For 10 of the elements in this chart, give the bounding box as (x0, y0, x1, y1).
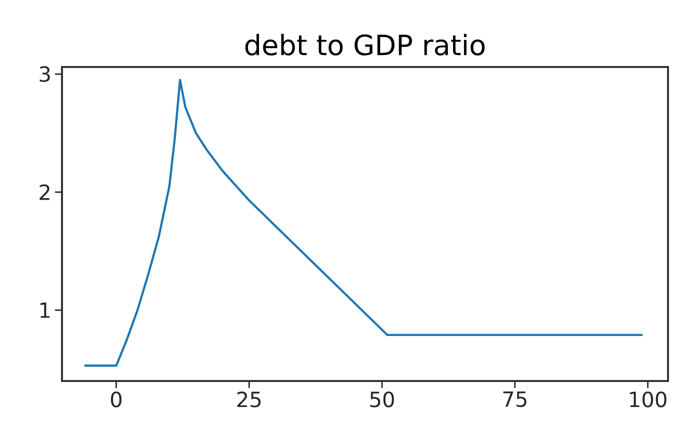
x-tick-label: 50 (370, 392, 394, 408)
x-tick-label: 75 (503, 392, 526, 408)
x-tick-label: 0 (110, 392, 122, 408)
y-tick-label: 3 (40, 66, 50, 82)
chart-title: debt to GDP ratio (245, 34, 485, 56)
x-tick-label: 100 (630, 392, 666, 408)
line-series (83, 78, 644, 367)
x-tick-label: 25 (237, 392, 261, 408)
y-tick-label: 2 (40, 184, 50, 200)
y-tick-label: 1 (40, 302, 50, 318)
